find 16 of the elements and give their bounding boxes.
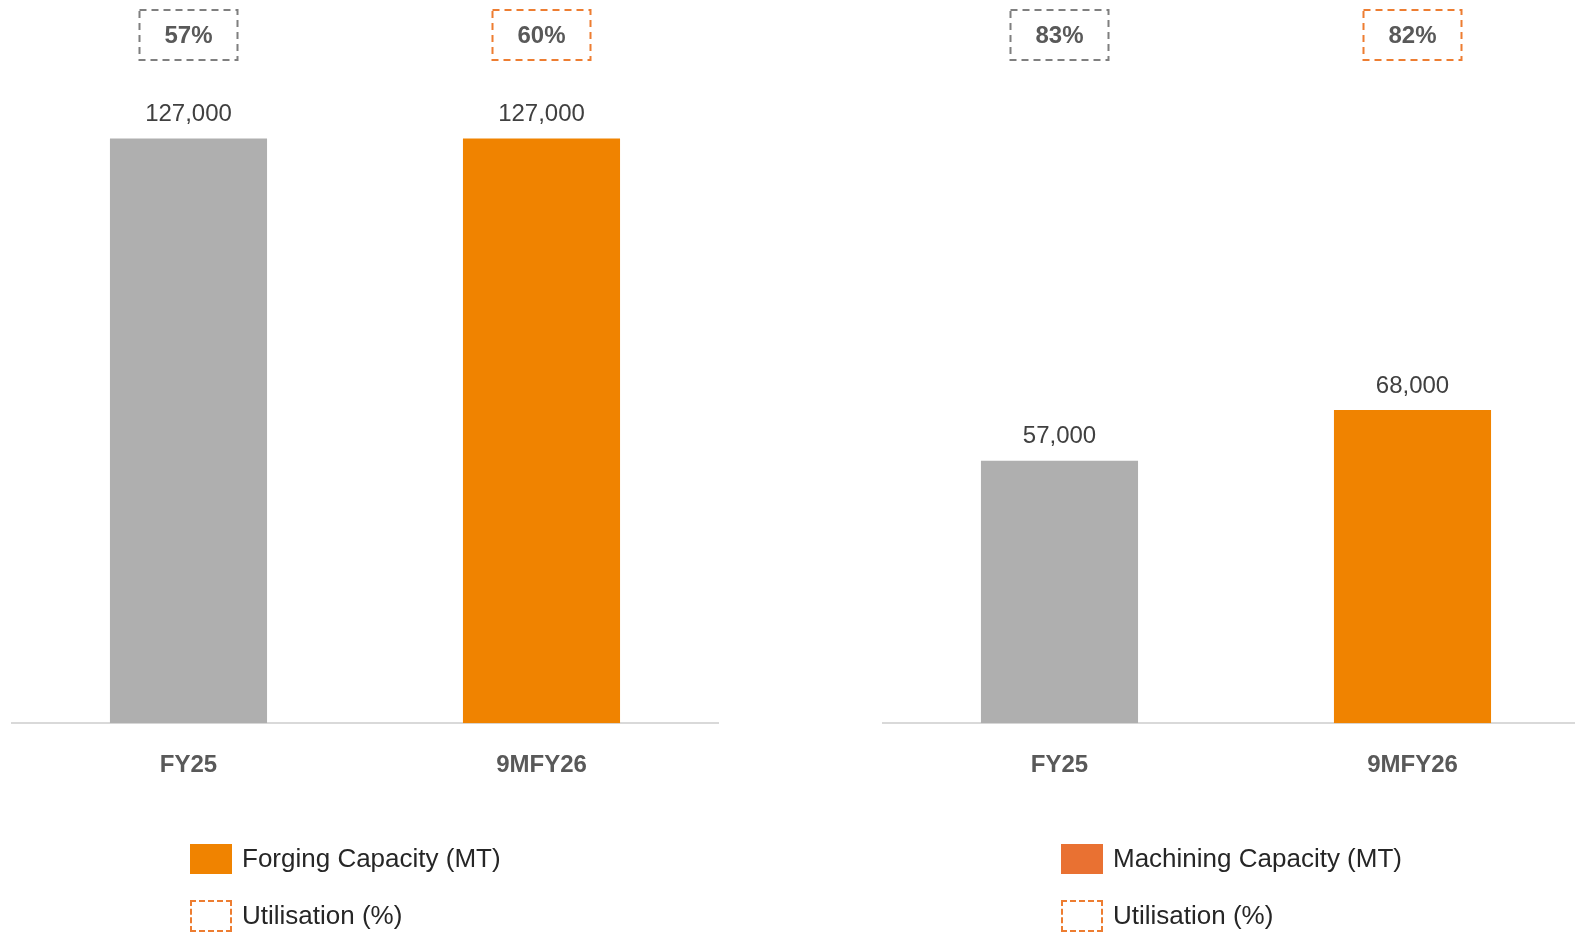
data-label: 68,000: [1375, 370, 1450, 398]
x-tick-label: FY25: [159, 750, 218, 778]
x-tick-label: 9MFY26: [1367, 750, 1458, 778]
text: Utilisation (%): [1113, 900, 1274, 931]
x-tick-label: FY25: [1030, 750, 1089, 778]
legend-label: Forging Capacity (MT): [242, 843, 501, 874]
text: 82%: [1388, 20, 1437, 48]
data-label: 57,000: [1022, 421, 1097, 449]
data-label: 127,000: [145, 99, 232, 127]
text: 57%: [164, 20, 213, 48]
x-tick-label: 9MFY26: [496, 750, 587, 778]
text: Machining Capacity (MT): [1113, 843, 1402, 874]
text: 83%: [1035, 20, 1084, 48]
text: Utilisation (%): [242, 900, 403, 931]
text: 60%: [517, 20, 566, 48]
data-label: 127,000: [498, 99, 585, 127]
